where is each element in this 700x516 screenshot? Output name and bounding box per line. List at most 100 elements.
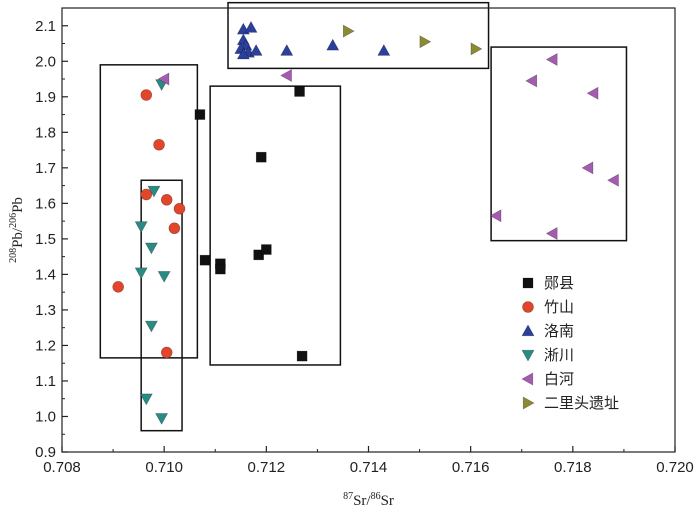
data-point	[160, 194, 173, 206]
data-point	[489, 209, 502, 223]
data-point	[134, 267, 148, 280]
series-3	[234, 20, 391, 60]
data-point	[155, 413, 169, 425]
y-tick-label: 1.3	[35, 302, 56, 319]
legend-label: 竹山	[544, 298, 574, 316]
data-point	[140, 89, 153, 101]
data-point	[377, 44, 391, 56]
data-point	[140, 188, 153, 201]
data-point	[545, 52, 558, 67]
legend-marker	[522, 301, 534, 313]
y-axis-title-base2: Pb	[10, 197, 26, 213]
data-point	[199, 254, 211, 266]
data-point	[280, 44, 294, 56]
series-1	[194, 86, 308, 362]
group-box-2	[140, 179, 183, 432]
data-point	[112, 281, 124, 293]
y-axis-title-sup1: 208	[8, 248, 19, 263]
legend-marker	[521, 372, 534, 386]
data-point	[525, 74, 538, 88]
group-box-5	[490, 46, 628, 242]
data-point	[581, 161, 594, 175]
legend-marker	[521, 349, 535, 362]
x-tick-label: 0.708	[43, 459, 81, 476]
data-point	[470, 42, 483, 56]
legend-item: 二里头遗址	[522, 394, 619, 412]
data-point	[144, 242, 158, 255]
legend-item: 淅川	[521, 346, 574, 364]
data-point	[296, 350, 308, 362]
x-axis-title-base2: Sr	[381, 493, 394, 509]
y-axis-title-base1: Pb/	[10, 227, 26, 248]
series-5	[157, 52, 619, 241]
y-tick-label: 1.5	[35, 231, 56, 248]
data-point	[153, 138, 165, 151]
legend-label: 洛南	[544, 322, 574, 340]
y-axis: 0.9 1.0 1.1 1.2 1.3 1.4 1.5 1.6 1.7 1.8 1.9 2.0 2.1	[35, 18, 68, 461]
y-tick-label: 1.7	[35, 160, 56, 177]
data-point	[244, 20, 258, 33]
y-tick-label: 1.1	[35, 373, 56, 390]
y-tick-label: 1.6	[35, 195, 56, 212]
data-point	[144, 320, 158, 333]
data-point	[607, 173, 619, 187]
plot-frame	[61, 7, 676, 453]
data-point	[173, 202, 186, 215]
series-4	[134, 79, 171, 425]
x-axis-title-sup2: 86	[371, 491, 381, 502]
group-boxes	[99, 1, 628, 432]
legend-label: 白河	[544, 370, 574, 388]
group-box-4	[227, 1, 490, 70]
data-point	[215, 263, 226, 275]
x-axis: 0.708 0.710 0.712 0.714 0.716 0.718 0.720	[43, 446, 694, 476]
legend-label: 淅川	[544, 346, 574, 364]
x-axis-title-base1: Sr/	[353, 493, 371, 509]
data-point	[261, 244, 272, 255]
data-point	[586, 86, 599, 100]
x-axis-title-sup1: 87	[343, 491, 353, 502]
data-point	[194, 109, 206, 120]
data-point	[294, 86, 305, 97]
x-axis-title: 87Sr/86Sr	[343, 491, 394, 509]
series-6	[342, 24, 483, 56]
y-tick-label: 2.1	[35, 18, 56, 35]
data-point	[255, 151, 267, 163]
y-tick-label: 1.2	[35, 337, 56, 354]
group-box-1	[99, 64, 199, 359]
data-point	[419, 35, 432, 49]
data-point	[147, 185, 161, 198]
x-tick-label: 0.716	[452, 459, 490, 476]
x-tick-label: 0.718	[554, 459, 592, 476]
legend-label: 郧县	[544, 274, 574, 292]
x-tick-label: 0.712	[248, 459, 286, 476]
data-point	[326, 38, 340, 51]
legend-item: 白河	[521, 370, 574, 388]
data-point	[545, 227, 558, 241]
legend-marker	[522, 396, 535, 410]
data-point	[168, 222, 181, 235]
y-axis-title-sup2: 206	[8, 213, 19, 228]
data-point	[253, 249, 264, 261]
legend-item: 郧县	[522, 274, 574, 292]
data-point	[249, 44, 263, 56]
data-point	[342, 24, 355, 38]
series-2	[112, 89, 186, 359]
y-tick-label: 2.0	[35, 53, 56, 70]
legend-item: 洛南	[521, 322, 574, 340]
x-tick-label: 0.720	[656, 459, 694, 476]
legend-item: 竹山	[522, 298, 574, 316]
y-axis-title: 208Pb/206Pb	[8, 197, 26, 263]
data-point	[157, 271, 171, 283]
group-box-3	[209, 85, 342, 366]
data-point	[157, 72, 170, 86]
data-point	[236, 47, 250, 60]
y-tick-label: 1.8	[35, 124, 56, 141]
data-point	[134, 221, 148, 234]
legend-label: 二里头遗址	[544, 394, 619, 412]
data-point	[160, 346, 173, 359]
y-tick-label: 0.9	[35, 444, 56, 461]
y-tick-label: 1.0	[35, 408, 56, 425]
y-tick-label: 1.9	[35, 89, 56, 106]
